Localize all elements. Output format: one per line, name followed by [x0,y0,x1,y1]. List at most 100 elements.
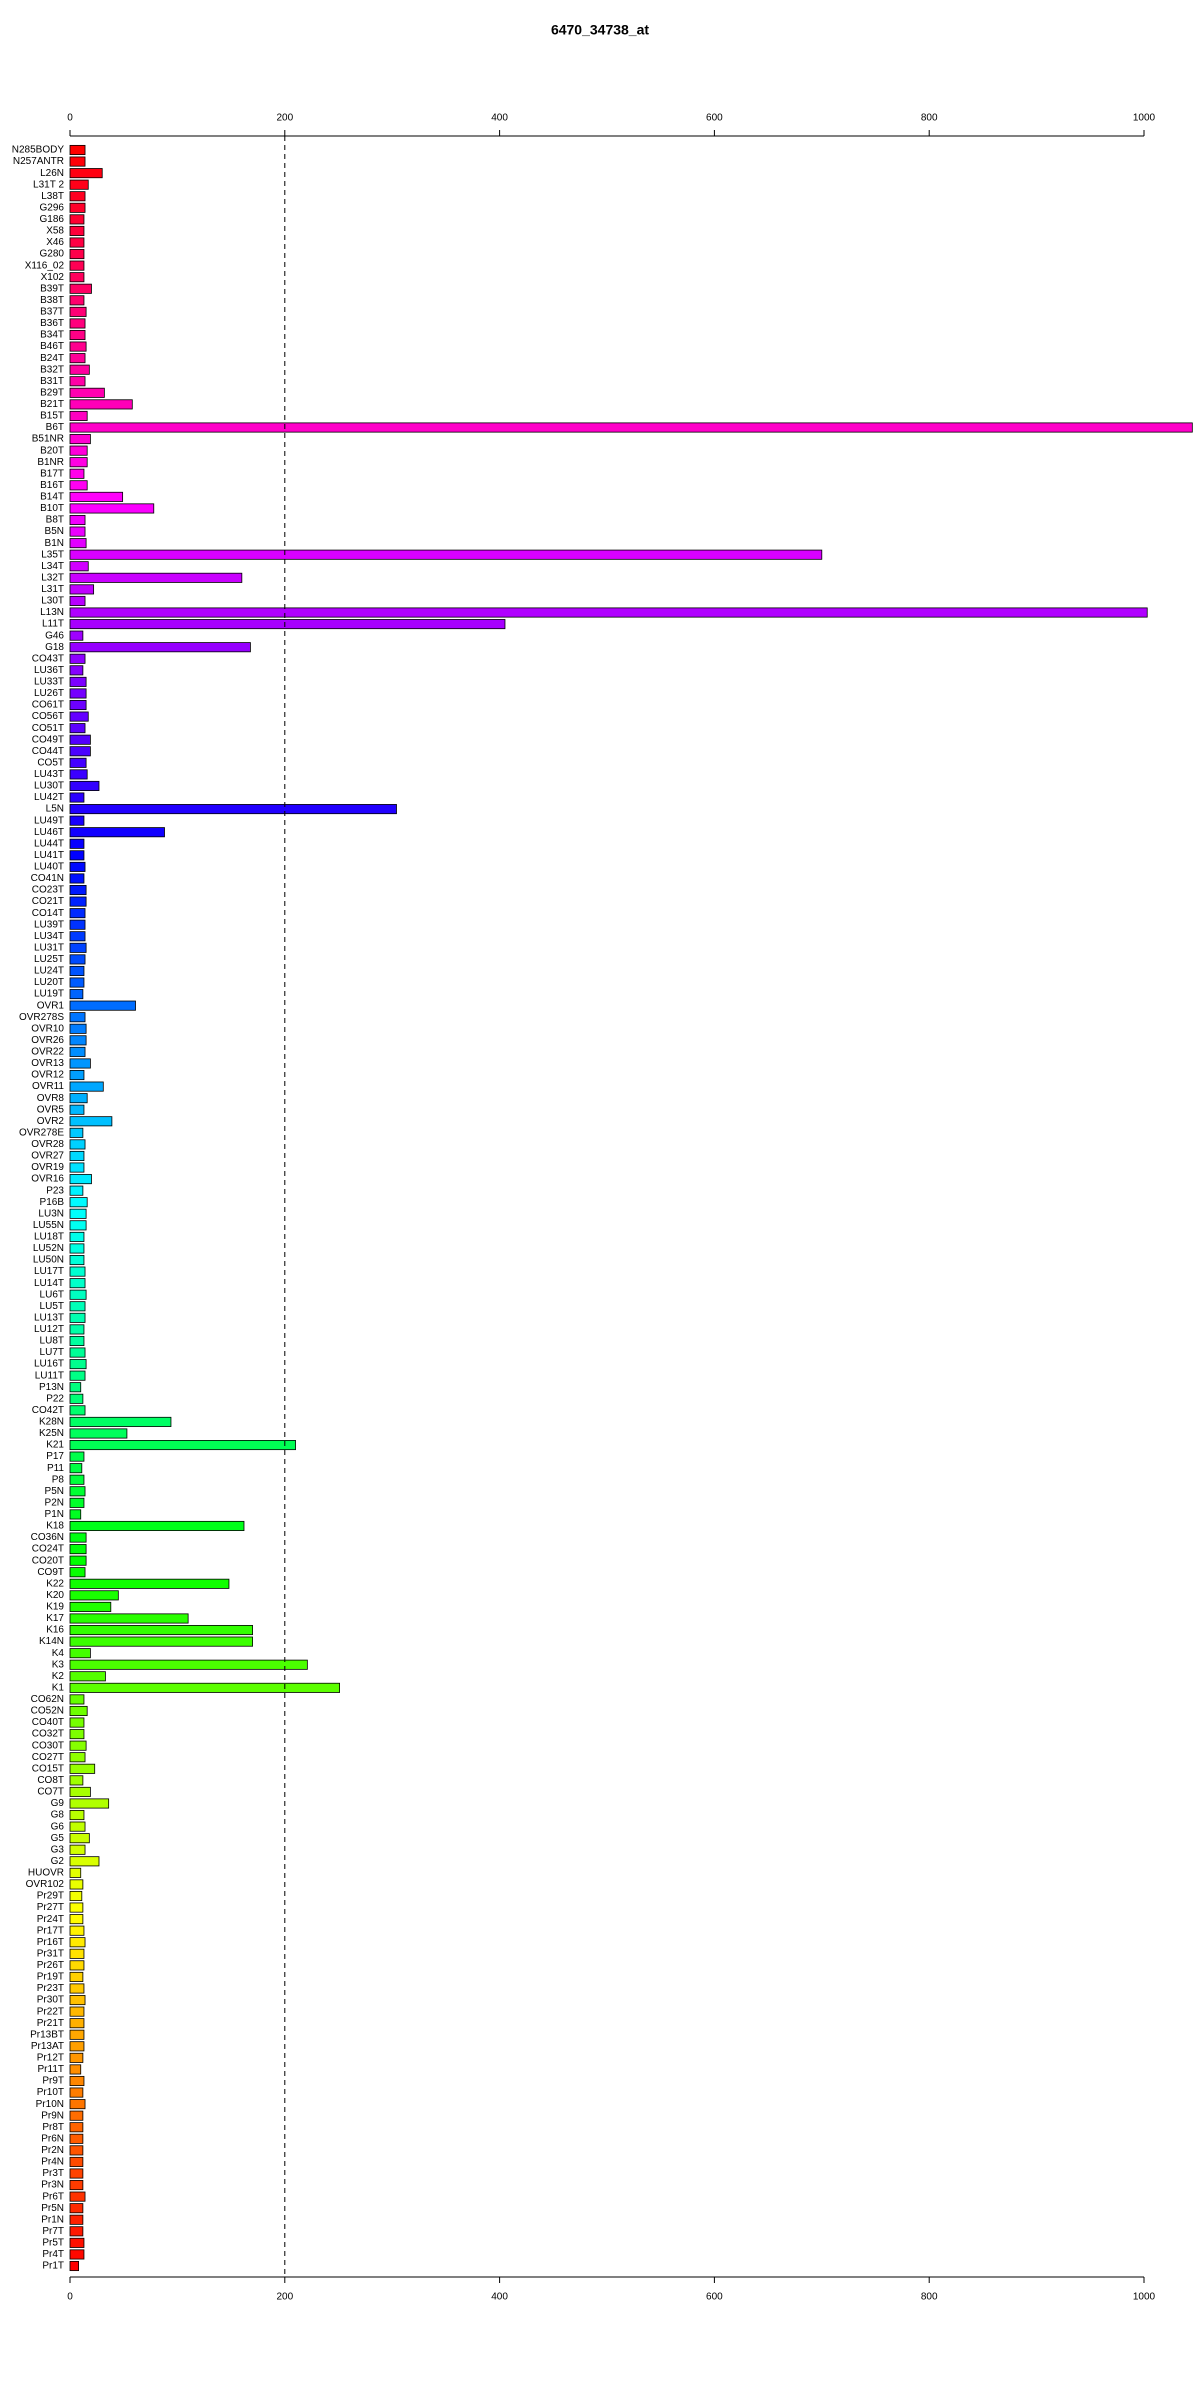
y-tick-label: LU43T [34,769,64,780]
y-tick-label: CO42T [32,1405,64,1416]
bar [69,329,86,341]
bar [69,1509,82,1520]
bar [69,2145,84,2156]
y-tick-label: OVR2 [37,1116,65,1127]
bar [69,1347,86,1358]
bar [69,1844,86,1855]
y-tick-label: Pr8T [42,2122,64,2133]
y-tick-label: LU39T [34,919,64,930]
y-tick-label: B21T [40,399,64,410]
bar [69,468,85,479]
bar [69,2006,85,2017]
y-tick-label: Pr16T [37,1937,64,1948]
bar [69,1185,84,1196]
y-tick-label: B37T [40,307,64,318]
bar [69,1162,85,1173]
y-tick-label: LU34T [34,931,64,942]
bar [69,364,90,375]
x-tick-label: 1000 [1133,2292,1156,2303]
bar [69,225,85,236]
y-tick-label: CO52N [31,1706,64,1717]
bar [69,503,155,514]
y-tick-label: P16B [40,1197,65,1208]
y-tick-label: Pr29T [37,1891,64,1902]
y-tick-label: CO15T [32,1763,64,1774]
y-tick-label: LU40T [34,862,64,873]
y-tick-label: Pr30T [37,1995,64,2006]
bar [69,1255,85,1266]
bar [69,1486,86,1497]
bar [69,491,124,502]
y-tick-label: CO44T [32,746,64,757]
y-tick-label: K28N [39,1417,64,1428]
y-tick-label: LU30T [34,781,64,792]
x-tick-label: 400 [491,113,508,124]
bar [69,144,86,156]
bar [69,630,84,641]
bar [69,1266,86,1277]
y-tick-label: LU5T [40,1301,64,1312]
y-tick-label: OVR27 [31,1151,64,1162]
bar [69,1150,85,1161]
bar [69,1335,85,1346]
y-tick-label: L26N [40,168,64,179]
y-tick-label: Pr4T [42,2249,64,2260]
bar [69,1405,86,1416]
y-tick-label: CO8T [37,1775,64,1786]
y-tick-label: CO32T [32,1729,64,1740]
bar [69,156,86,167]
y-tick-label: G5 [51,1833,65,1844]
bar [69,1810,85,1821]
bar [69,1682,340,1693]
bar [69,1960,85,1971]
y-tick-label: X46 [46,237,64,248]
y-tick-label: B15T [40,411,64,422]
bar [69,2064,82,2075]
y-tick-label: P17 [46,1451,64,1462]
bar [69,1867,82,1878]
y-tick-label: G6 [51,1821,65,1832]
bar [69,792,85,803]
y-tick-label: Pr3N [41,2180,64,2191]
y-tick-label: B36T [40,318,64,329]
x-tick-label: 1000 [1133,113,1156,124]
y-tick-label: K3 [52,1659,65,1670]
y-tick-label: G9 [51,1798,65,1809]
y-tick-label: B51NR [32,434,64,445]
bar [69,214,85,225]
y-tick-label: OVR8 [37,1093,65,1104]
y-tick-label: LU12T [34,1324,64,1335]
y-tick-label: CO41N [31,873,64,884]
x-tick-label: 200 [276,113,293,124]
bar [69,306,87,317]
bar [69,1023,87,1034]
bar [69,1463,83,1474]
bar [69,827,165,838]
y-tick-label: Pr7T [42,2226,64,2237]
bar [69,1359,87,1370]
bar [69,607,1148,618]
y-tick-label: L13N [40,607,64,618]
x-tick-label: 800 [921,2292,938,2303]
bar [69,2110,84,2121]
y-tick-label: B20T [40,445,64,456]
bar [69,2168,84,2179]
bar [69,2260,79,2272]
y-tick-label: Pr4N [41,2157,64,2168]
bar [69,1729,85,1740]
bar [69,688,87,699]
y-tick-label: LU16T [34,1359,64,1370]
bar [69,434,91,445]
bar [69,1220,87,1231]
y-tick-label: B5N [45,526,64,537]
y-tick-label: G8 [51,1810,65,1821]
bar [69,237,85,248]
bar [69,734,91,745]
bar [69,873,85,884]
y-tick-label: Pr5N [41,2203,64,2214]
bar [69,769,88,780]
bar [69,1763,96,1774]
bar [69,1428,128,1439]
bar [69,480,88,491]
bar [69,318,86,329]
